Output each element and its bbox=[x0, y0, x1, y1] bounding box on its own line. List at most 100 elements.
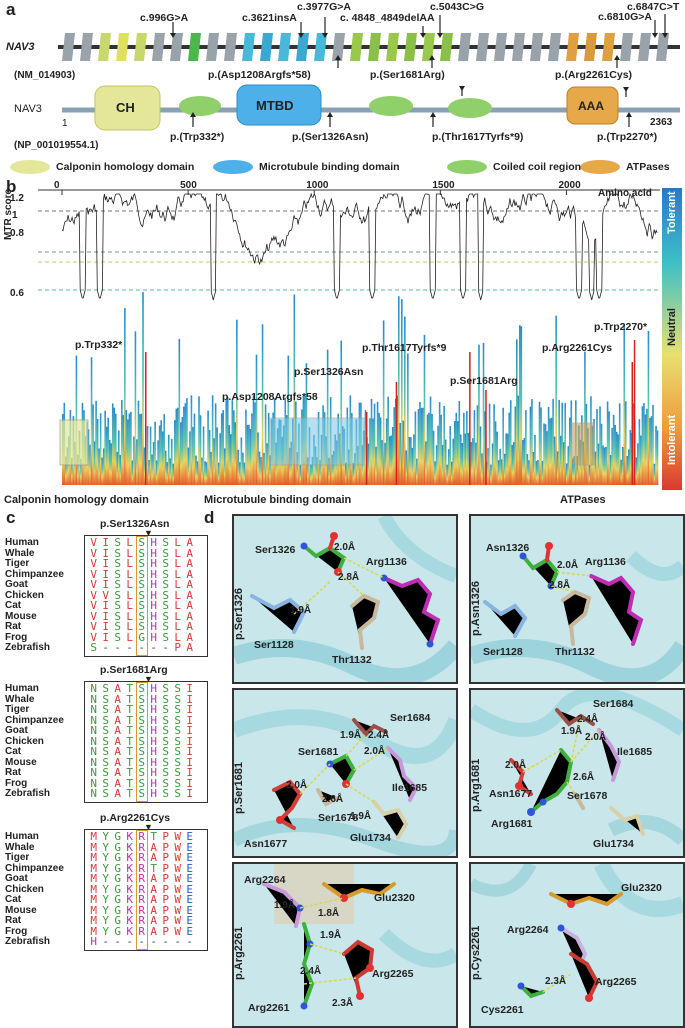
mtr-bar bbox=[473, 410, 476, 485]
residue-label: Ser1681 bbox=[298, 746, 339, 758]
ytick-0.6: 0.6 bbox=[10, 288, 24, 299]
mtr-bar bbox=[402, 420, 405, 485]
mtr-chart bbox=[38, 188, 682, 490]
mtr-bar bbox=[344, 462, 347, 485]
prot-mut-bot-1: p.(Trp332*) bbox=[170, 131, 225, 143]
mtr-bar bbox=[497, 460, 500, 485]
mtr-bar bbox=[384, 442, 386, 485]
mtr-bar bbox=[169, 458, 172, 485]
mtr-bar bbox=[133, 436, 135, 485]
mtr-bar bbox=[428, 412, 430, 485]
residue-label: Ser1128 bbox=[254, 639, 294, 651]
mtr-bar bbox=[220, 413, 223, 485]
mtr-bar bbox=[407, 353, 409, 485]
mtr-bar bbox=[379, 417, 382, 485]
mtr-bar bbox=[467, 432, 470, 485]
mtr-bar bbox=[466, 411, 468, 485]
mtr-bar bbox=[376, 401, 379, 485]
mtr-bar bbox=[260, 457, 262, 485]
mtr-bar bbox=[151, 454, 153, 485]
residue-label: Ser1128 bbox=[483, 646, 523, 658]
dna-mut-5: c.5043C>G bbox=[430, 1, 484, 13]
mtr-bar bbox=[399, 423, 402, 485]
mtr-bar bbox=[161, 431, 164, 485]
mtr-bar bbox=[104, 410, 106, 485]
mtr-bar bbox=[408, 436, 411, 485]
mtr-bar bbox=[632, 403, 635, 485]
distance-label: 2.3Å bbox=[332, 998, 354, 1009]
mtr-bar bbox=[348, 449, 350, 485]
mtr-bar bbox=[541, 460, 544, 485]
mtr-bar bbox=[113, 407, 116, 485]
mtr-bar bbox=[139, 414, 141, 485]
mut-label-3: p.Ser1326Asn bbox=[294, 366, 364, 378]
exon-block bbox=[134, 33, 147, 61]
mtr-bar bbox=[266, 443, 268, 485]
mtr-bar bbox=[228, 425, 231, 485]
mtr-bar bbox=[464, 433, 467, 485]
mtr-bar bbox=[173, 420, 176, 485]
mtr-bar bbox=[546, 431, 548, 485]
mtr-bar bbox=[405, 450, 408, 485]
alignment-title: p.Arg2261Cys bbox=[100, 812, 171, 824]
mtr-bar bbox=[450, 461, 453, 485]
mtr-bar bbox=[555, 315, 557, 485]
mtr-bar bbox=[514, 406, 517, 485]
mtr-bar bbox=[192, 426, 194, 485]
mtr-bar bbox=[211, 395, 214, 485]
domain-label-mtbd: Microtubule binding domain bbox=[204, 494, 352, 506]
mtr-bar bbox=[400, 299, 403, 485]
mtr-bar bbox=[637, 443, 639, 485]
mtr-bar bbox=[202, 426, 205, 485]
distance-label: 2.0Å bbox=[585, 732, 607, 743]
mtr-bar bbox=[369, 418, 371, 485]
exon-block bbox=[530, 33, 543, 61]
panel-a-label: a bbox=[6, 0, 16, 19]
mtr-bar bbox=[352, 462, 355, 485]
mtr-bar bbox=[463, 412, 465, 485]
ytick-1.0: 1 bbox=[12, 210, 18, 221]
mtr-bar bbox=[487, 448, 489, 485]
mtr-bar bbox=[618, 403, 621, 485]
panel-b-label: b bbox=[6, 177, 17, 196]
exon-block bbox=[440, 33, 453, 61]
mtr-bar bbox=[419, 401, 421, 485]
dna-mut-7: c.6810G>A bbox=[598, 11, 652, 23]
side-label: p.Asn1326 bbox=[470, 580, 482, 636]
mtr-bar bbox=[540, 407, 542, 485]
mtr-bar bbox=[568, 417, 571, 485]
mtr-bar bbox=[264, 404, 267, 485]
mtr-bar bbox=[240, 437, 243, 485]
legend-mtbd: Microtubule binding domain bbox=[259, 161, 400, 173]
molecule-ser1326 bbox=[234, 516, 456, 682]
mtr-bar bbox=[435, 445, 438, 485]
mtr-bar bbox=[326, 349, 329, 485]
mtr-bar bbox=[130, 411, 132, 485]
mtr-bar bbox=[121, 399, 123, 485]
mtr-bar bbox=[627, 449, 630, 485]
mtr-bar bbox=[520, 326, 523, 485]
x-tick-label: 1000 bbox=[306, 180, 329, 191]
mtr-bar bbox=[478, 344, 480, 485]
mut-label-6: p.Arg2261Cys bbox=[542, 342, 613, 354]
dna-mut-2: c.3621insA bbox=[242, 12, 297, 24]
mtr-bar bbox=[107, 417, 109, 485]
mtr-bar bbox=[180, 422, 182, 485]
mtr-bar bbox=[441, 444, 444, 485]
mtr-bar bbox=[111, 403, 114, 485]
mtr-bar bbox=[511, 444, 514, 485]
dna-mut-3: c.3977G>A bbox=[297, 1, 351, 13]
residue-label: Ser1678 bbox=[567, 790, 608, 802]
mtr-bar bbox=[629, 429, 632, 485]
mtr-bar bbox=[641, 406, 644, 485]
distance-label: 1.9Å bbox=[561, 726, 583, 737]
exon-block bbox=[494, 33, 507, 61]
mtbd-highlight bbox=[269, 417, 365, 466]
mtr-bar bbox=[644, 414, 647, 485]
mtr-bar bbox=[116, 451, 119, 485]
exon-block bbox=[638, 33, 651, 61]
mtr-bar bbox=[251, 413, 253, 485]
mtr-bar bbox=[638, 419, 641, 485]
prot-mut-bot-2: p.(Ser1326Asn) bbox=[292, 131, 369, 143]
mtr-bar bbox=[437, 425, 439, 485]
